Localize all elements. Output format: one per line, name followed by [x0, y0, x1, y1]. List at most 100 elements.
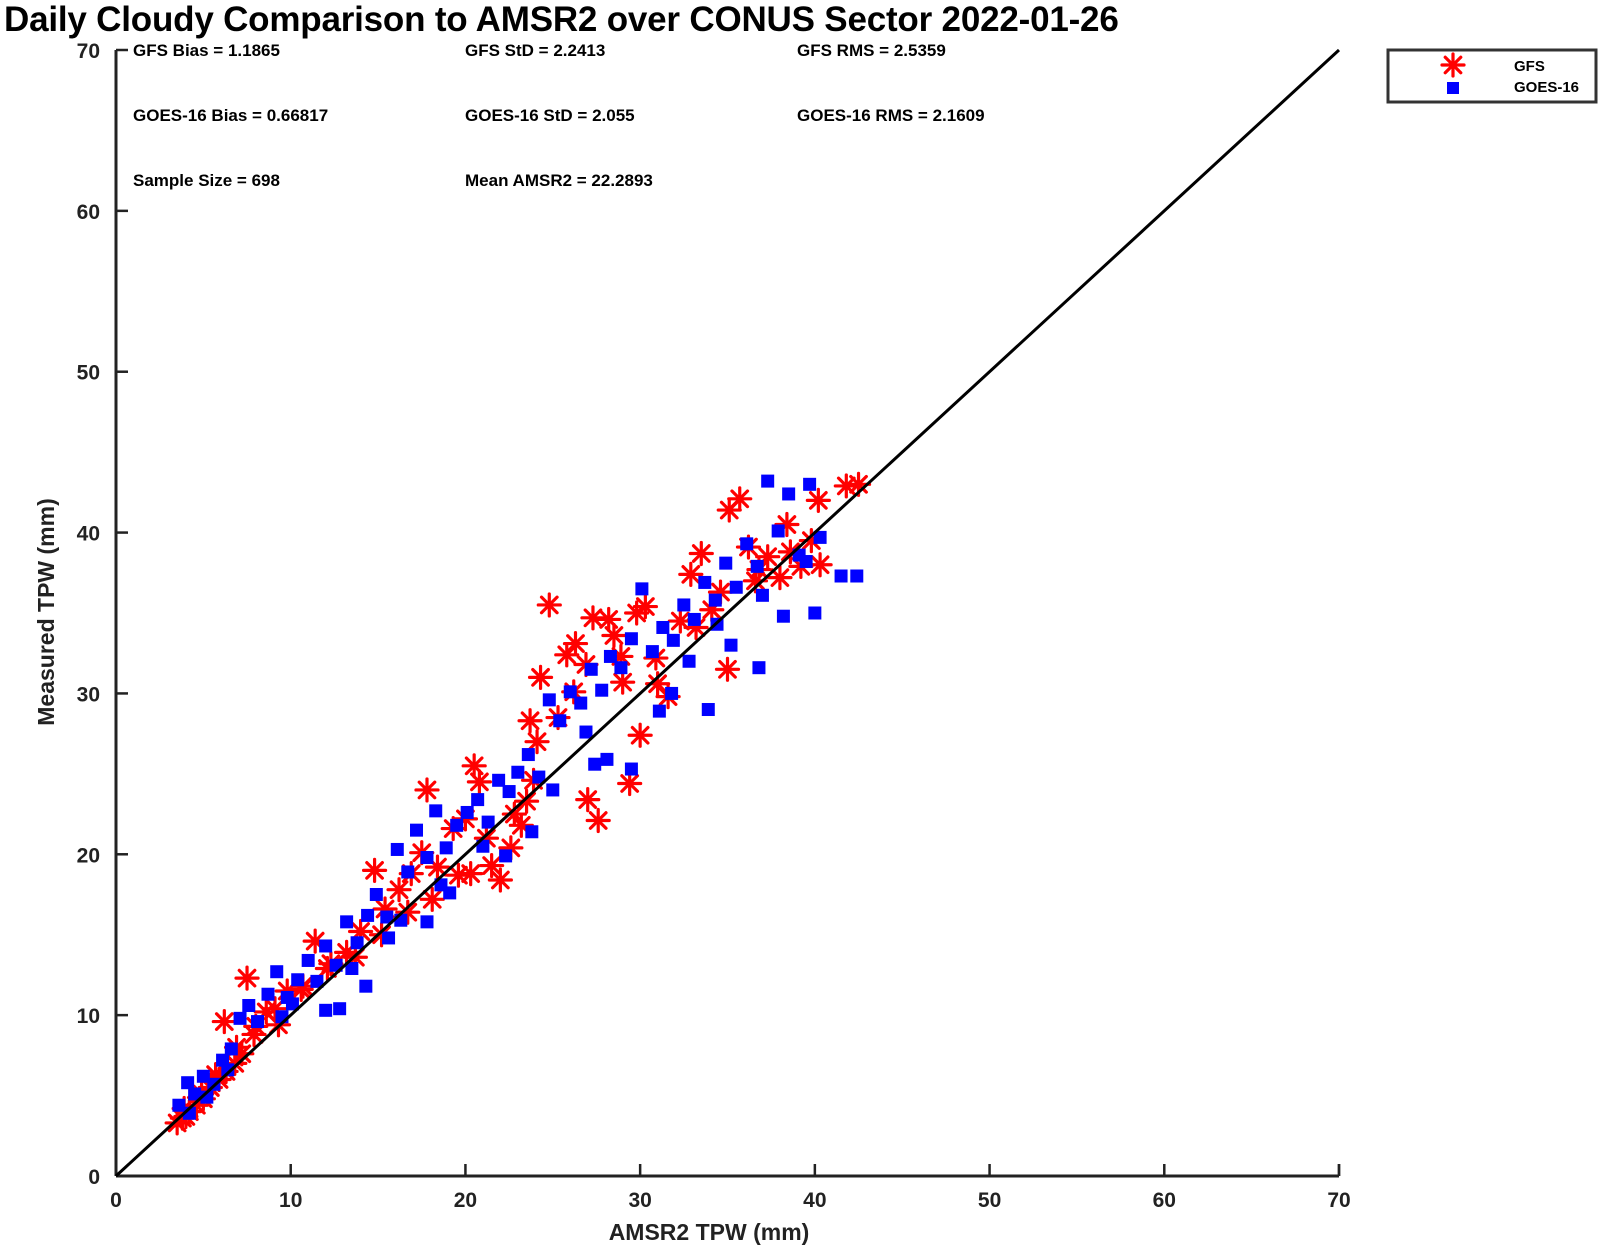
asterisk-stroke: [578, 790, 598, 809]
goes-16-point: [310, 974, 324, 988]
gfs-point: [807, 552, 833, 578]
one-to-one-line: [114, 48, 1341, 1178]
goes-16-point: [677, 598, 691, 612]
goes-16-point: [319, 939, 333, 953]
goes-rms-text: GOES-16 RMS = 2.1609: [797, 106, 985, 125]
asterisk-stroke: [365, 860, 384, 880]
goes-16-point: [301, 953, 315, 967]
goes-16-point: [251, 1015, 265, 1029]
goes-16-point: [782, 487, 796, 501]
goes-16-point: [471, 793, 485, 807]
gfs-point: [617, 770, 643, 797]
legend-goes-marker: [1447, 82, 1459, 94]
asterisk-stroke: [588, 811, 608, 830]
goes-16-point: [359, 979, 373, 993]
goes-16-point: [188, 1087, 202, 1101]
gfs-point: [767, 565, 793, 591]
goes-16-point: [481, 815, 495, 829]
goes-16-point: [542, 693, 556, 707]
goes-16-point: [588, 757, 602, 771]
legend-gfs-label: GFS: [1514, 58, 1545, 75]
goes-16-point: [285, 997, 299, 1011]
goes-16-point: [420, 851, 434, 865]
goes-16-point: [724, 638, 738, 652]
goes-16-point: [771, 524, 785, 538]
goes-16-point: [813, 530, 827, 544]
asterisk-stroke: [520, 711, 540, 731]
goes-16-point: [574, 696, 588, 710]
gfs-point: [580, 605, 606, 631]
asterisk-stroke: [630, 725, 650, 745]
goes-16-point: [380, 910, 394, 924]
asterisk-stroke: [670, 611, 690, 631]
goes-16-point: [172, 1098, 186, 1112]
gfs-point: [527, 664, 554, 690]
gfs-point: [479, 852, 505, 879]
asterisk-stroke: [810, 555, 830, 575]
chart-title: Daily Cloudy Comparison to AMSR2 over CO…: [4, 0, 1119, 39]
asterisk-stroke: [265, 999, 285, 1019]
gfs-std-text: GFS StD = 2.2413: [465, 41, 605, 60]
asterisk-stroke: [686, 618, 706, 637]
asterisk-stroke: [517, 791, 536, 811]
goes-16-point: [291, 973, 305, 987]
goes-16-point: [624, 632, 638, 646]
goes-16-point: [776, 609, 790, 623]
goes-16-point: [546, 783, 560, 797]
goes-16-point: [261, 987, 275, 1001]
y-tick-label: 0: [88, 1166, 100, 1189]
gfs-point: [632, 593, 658, 620]
asterisk-stroke: [470, 772, 489, 792]
asterisk-stroke: [691, 544, 711, 563]
goes-16-point: [755, 588, 769, 602]
goes-16-point: [525, 825, 539, 839]
asterisk-stroke: [461, 864, 481, 883]
goes-16-point: [390, 842, 404, 856]
asterisk-stroke: [681, 565, 701, 584]
legend-asterisk: [1440, 52, 1466, 78]
asterisk-stroke: [527, 732, 547, 752]
x-tick-label: 40: [803, 1189, 826, 1212]
gfs-point: [610, 669, 636, 695]
gfs-point: [461, 753, 487, 779]
asterisk-stroke: [389, 880, 409, 900]
goes-16-point: [224, 1042, 238, 1056]
goes-16-point: [645, 645, 659, 659]
legend: GFS GOES-16: [1386, 48, 1598, 104]
asterisk-stroke: [422, 889, 442, 909]
goes-16-point: [719, 556, 733, 570]
goes-16-point: [682, 654, 696, 668]
goes-16-point: [221, 1063, 235, 1077]
x-tick-label: 0: [110, 1189, 122, 1212]
goes-16-point: [729, 580, 743, 594]
goes-16-point: [799, 555, 813, 569]
goes-16-point: [511, 765, 525, 779]
gfs-point: [596, 606, 622, 633]
asterisk-stroke: [291, 980, 311, 999]
asterisk-stroke: [214, 1012, 234, 1031]
y-axis-title: Measured TPW (mm): [33, 498, 59, 725]
asterisk-stroke: [781, 542, 800, 562]
asterisk-stroke: [1443, 55, 1463, 75]
goes-16-point: [270, 965, 284, 979]
asterisk-stroke: [599, 610, 619, 629]
goes-16-point: [450, 818, 464, 832]
gfs-point: [517, 708, 543, 734]
goes-16-point: [698, 575, 712, 589]
asterisk-stroke: [428, 857, 447, 877]
gfs-point: [211, 1008, 237, 1035]
goes-16-point: [532, 770, 546, 784]
asterisk-stroke: [613, 672, 633, 692]
gfs-point: [466, 769, 493, 795]
gfs-point: [234, 965, 260, 991]
asterisk-stroke: [482, 856, 502, 875]
goes-16-point: [614, 661, 628, 675]
x-tick-label: 10: [279, 1189, 302, 1212]
asterisk-stroke: [464, 756, 484, 776]
goes-16-point: [350, 936, 364, 950]
y-tick-label: 70: [77, 40, 100, 63]
gfs-point: [445, 862, 472, 888]
asterisk-stroke: [305, 931, 325, 951]
goes-std-text: GOES-16 StD = 2.055: [465, 106, 635, 125]
